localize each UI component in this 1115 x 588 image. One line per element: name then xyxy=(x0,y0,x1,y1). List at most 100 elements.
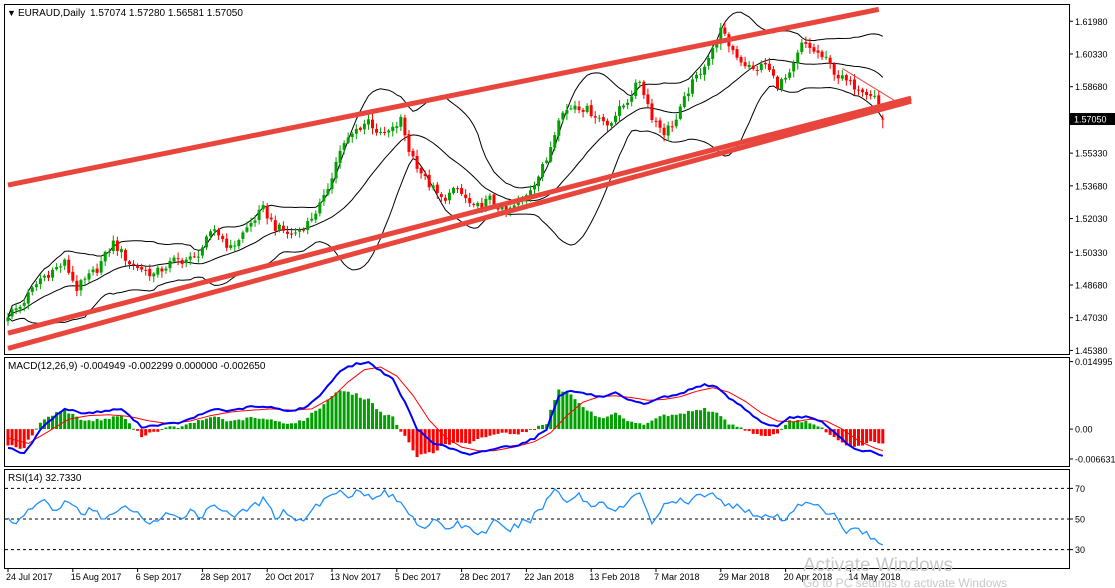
macd-histogram-bar xyxy=(423,429,427,454)
candle-body xyxy=(605,120,609,126)
candle-body xyxy=(87,273,91,280)
candle-body xyxy=(452,187,455,194)
rsi-axis-tick-label: 70 xyxy=(1075,484,1085,494)
macd-histogram-bar xyxy=(83,420,87,430)
macd-histogram-bar xyxy=(597,417,601,430)
candle-body xyxy=(257,209,261,220)
macd-histogram-bar xyxy=(233,420,237,430)
candle-body xyxy=(695,74,698,79)
candle-body xyxy=(484,198,488,208)
macd-histogram-bar xyxy=(464,429,468,443)
macd-histogram-bar xyxy=(528,428,532,430)
macd-histogram-bar xyxy=(565,392,569,430)
macd-histogram-bar xyxy=(245,417,249,430)
price-axis-tick-label: 1.48680 xyxy=(1075,280,1108,290)
candle-body xyxy=(213,229,217,231)
activate-windows-subtitle: Go to PC settings to activate Windows xyxy=(803,576,1007,588)
macd-histogram-bar xyxy=(658,416,662,430)
macd-histogram-bar xyxy=(828,429,832,435)
macd-histogram-bar xyxy=(257,418,261,430)
macd-histogram-bar xyxy=(553,400,557,430)
macd-histogram-bar xyxy=(439,429,443,446)
candle-body xyxy=(658,120,662,128)
candle-body xyxy=(699,73,703,75)
macd-histogram-bar xyxy=(298,420,302,430)
macd-histogram-bar xyxy=(160,428,164,430)
macd-histogram-bar xyxy=(217,416,221,430)
macd-histogram-bar xyxy=(743,429,747,431)
candle-body xyxy=(209,231,212,237)
macd-histogram-bar xyxy=(630,421,634,430)
symbol-menu-icon[interactable]: ▼ xyxy=(7,8,16,18)
candle-body xyxy=(476,202,480,207)
candle-body xyxy=(776,76,779,89)
candle-body xyxy=(277,224,281,230)
macd-histogram-bar xyxy=(796,420,800,430)
macd-histogram-bar xyxy=(103,418,107,430)
macd-histogram-bar xyxy=(634,422,638,430)
candle-body xyxy=(59,266,63,268)
candle-body xyxy=(678,106,682,119)
candle-body xyxy=(237,240,241,247)
macd-histogram-bar xyxy=(123,419,127,430)
macd-histogram-bar xyxy=(204,418,208,430)
macd-histogram-bar xyxy=(192,422,196,430)
rsi-line xyxy=(7,488,884,546)
price-axis-tick-label: 1.47030 xyxy=(1075,313,1108,323)
macd-histogram-bar xyxy=(366,398,370,430)
candle-body xyxy=(269,217,273,220)
candle-body xyxy=(464,194,468,199)
short-trend-line[interactable] xyxy=(842,68,904,107)
macd-histogram-bar xyxy=(812,424,816,430)
candle-body xyxy=(99,261,103,273)
macd-histogram-bar xyxy=(91,421,95,430)
macd-histogram-bar xyxy=(533,429,536,431)
candle-body xyxy=(690,79,694,94)
macd-histogram-bar xyxy=(180,426,184,430)
macd-histogram-bar xyxy=(379,411,383,430)
candle-body xyxy=(585,105,589,112)
candle-body xyxy=(581,109,585,112)
macd-histogram-bar xyxy=(132,428,136,430)
candle-body xyxy=(545,160,549,163)
candle-body xyxy=(6,317,10,322)
candle-body xyxy=(273,220,277,231)
candle-body xyxy=(79,280,83,291)
candle-body xyxy=(435,184,439,194)
macd-histogram-bar xyxy=(136,429,140,431)
price-pane[interactable] xyxy=(4,4,1070,355)
macd-histogram-bar xyxy=(776,429,779,434)
macd-histogram-bar xyxy=(468,429,472,444)
macd-histogram-bar xyxy=(759,429,763,436)
candle-body xyxy=(354,128,358,134)
candle-body xyxy=(614,115,617,123)
macd-histogram-bar xyxy=(682,413,686,430)
candle-body xyxy=(439,194,443,197)
macd-histogram-bar xyxy=(213,416,217,430)
macd-histogram-bar xyxy=(456,429,460,443)
channel-line-2[interactable] xyxy=(7,95,912,336)
channel-line-1[interactable] xyxy=(7,6,880,188)
candle-body xyxy=(832,63,836,75)
channel-line-3[interactable] xyxy=(7,98,912,351)
candle-body xyxy=(342,143,346,150)
macd-histogram-bar xyxy=(10,429,14,446)
macd-histogram-bar xyxy=(318,408,322,430)
macd-histogram-bar xyxy=(229,420,233,430)
rsi-pane[interactable] xyxy=(4,469,1070,569)
candle-body xyxy=(233,245,237,247)
macd-histogram-bar xyxy=(573,399,577,430)
macd-histogram-bar xyxy=(820,427,824,430)
macd-histogram-bar xyxy=(735,426,739,430)
candle-body xyxy=(747,64,751,68)
candle-body xyxy=(642,81,646,96)
macd-pane[interactable] xyxy=(4,357,1070,467)
macd-histogram-bar xyxy=(326,399,330,430)
macd-histogram-bar xyxy=(26,429,30,440)
macd-histogram-bar xyxy=(755,429,759,435)
candle-body xyxy=(589,105,593,117)
candle-body xyxy=(881,118,885,120)
candle-body xyxy=(751,65,755,69)
macd-histogram-bar xyxy=(322,404,326,430)
candle-body xyxy=(828,57,832,64)
